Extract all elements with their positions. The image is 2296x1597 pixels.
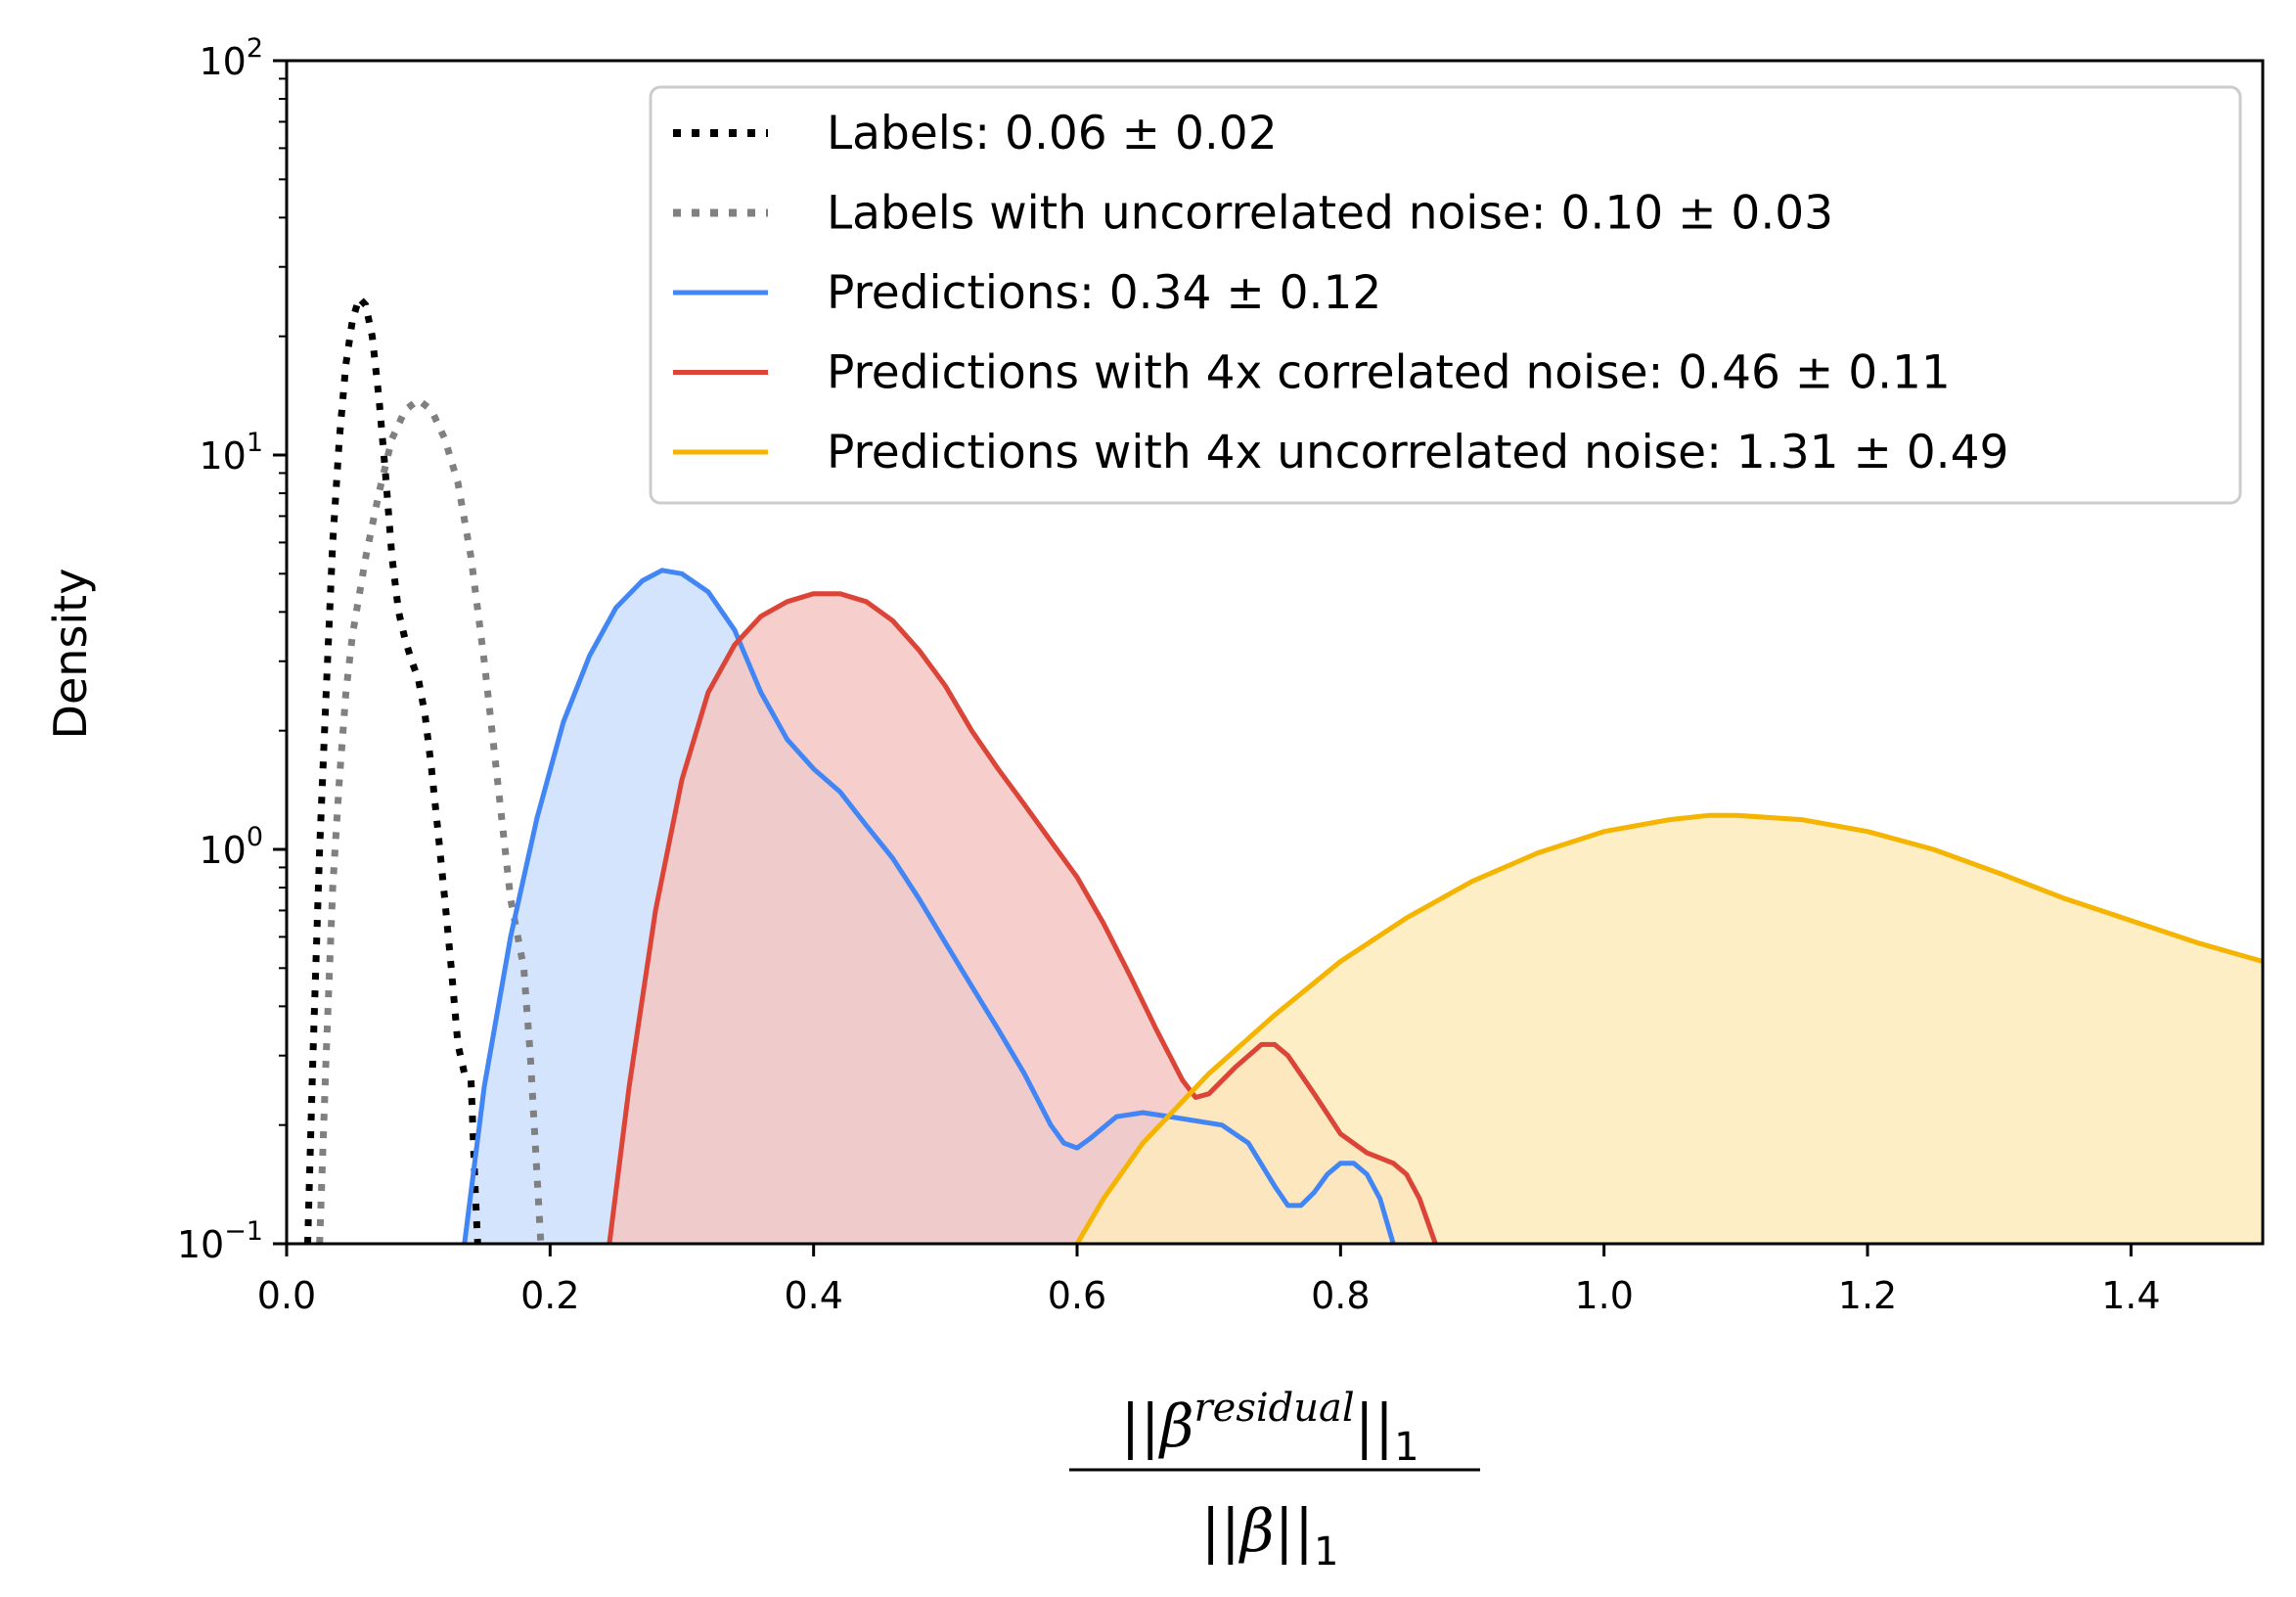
series-line-1 <box>304 295 481 1244</box>
legend-box <box>649 85 2242 505</box>
legend-label-4: Predictions with 4x correlated noise: 0.… <box>827 346 1951 400</box>
x-tick-label: 1.0 <box>1574 1274 1633 1317</box>
x-label-den-sub: 1 <box>1314 1529 1338 1574</box>
x-label-denominator: ||β||1 <box>1201 1497 1339 1574</box>
legend: Labels: 0.06 ± 0.02 Labels with uncorrela… <box>649 85 2242 505</box>
y-tick-label: 100 <box>199 822 263 872</box>
series-lines <box>304 295 2263 1244</box>
x-tick-label: 0.4 <box>784 1274 842 1317</box>
x-tick-label: 0.8 <box>1311 1274 1370 1317</box>
x-axis: 0.0 0.2 0.4 0.6 0.8 1.0 1.2 1.4 <box>257 1244 2161 1317</box>
x-axis-label: ||βresidual||1 ||β||1 <box>1069 1386 1480 1574</box>
x-tick-label: 0.0 <box>257 1274 316 1317</box>
legend-label-3: Predictions: 0.34 ± 0.12 <box>827 266 1381 320</box>
legend-label-1: Labels: 0.06 ± 0.02 <box>827 107 1278 160</box>
y-axis: 10−1 100 101 102 <box>177 33 287 1266</box>
legend-label-5: Predictions with 4x uncorrelated noise: … <box>827 426 2008 479</box>
legend-label-2: Labels with uncorrelated noise: 0.10 ± 0… <box>827 187 1833 241</box>
x-tick-label: 0.2 <box>520 1274 579 1317</box>
x-label-num-sup: residual <box>1194 1386 1355 1431</box>
series-line-4 <box>607 591 1438 1244</box>
area-fills <box>464 570 2263 1244</box>
x-tick-label: 0.6 <box>1048 1274 1106 1317</box>
series-line-3 <box>462 568 1396 1244</box>
x-tick-label: 1.2 <box>1838 1274 1897 1317</box>
y-tick-label: 10−1 <box>177 1216 263 1266</box>
x-label-den-main: ||β|| <box>1201 1497 1315 1566</box>
plot-frame <box>285 59 2265 1246</box>
x-tick-label: 1.4 <box>2101 1274 2160 1317</box>
x-label-numerator: ||βresidual||1 <box>1120 1386 1418 1470</box>
x-label-num-sub: 1 <box>1394 1425 1418 1470</box>
y-axis-label: Density <box>44 569 97 740</box>
y-tick-label: 101 <box>199 428 263 478</box>
series-line-2 <box>316 396 545 1244</box>
series-line-5 <box>1074 812 2263 1244</box>
area-fill-series-5 <box>1077 815 2263 1244</box>
x-label-num-suffix: || <box>1355 1392 1394 1461</box>
y-tick-label: 102 <box>199 33 263 83</box>
x-label-num-prefix: ||β <box>1120 1392 1193 1461</box>
